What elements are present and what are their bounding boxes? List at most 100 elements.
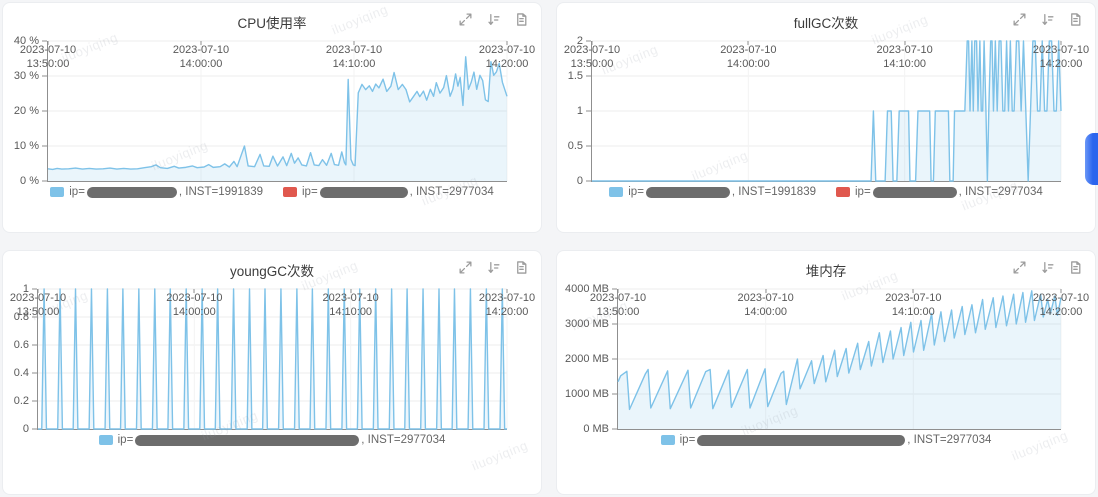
x-axis-tick bbox=[506, 41, 508, 45]
chart-legend: ip= , INST=1991839 ip= , INST=2977034 bbox=[11, 184, 533, 200]
x-axis-label: 2023-07-10 14:10:00 bbox=[885, 292, 942, 318]
y-axis-label: 0.5 bbox=[567, 140, 583, 152]
card-header: CPU使用率 bbox=[11, 9, 533, 35]
y-axis-label: 0 % bbox=[20, 175, 39, 187]
y-axis-tick bbox=[586, 110, 591, 112]
y-axis-label: 3000 MB bbox=[564, 318, 609, 330]
sort-descending-icon[interactable] bbox=[1040, 260, 1055, 275]
y-axis-tick bbox=[586, 40, 591, 42]
x-axis-tick bbox=[353, 41, 355, 45]
legend-swatch bbox=[50, 187, 65, 197]
legend-text-prefix: ip= bbox=[69, 186, 85, 198]
plot-area-younggc[interactable]: 2023-07-10 13:50:00 2023-07-10 14:00:00 2023… bbox=[10, 289, 535, 430]
y-axis-tick bbox=[42, 180, 47, 182]
y-axis-tick bbox=[612, 428, 617, 430]
series-area bbox=[592, 41, 1061, 181]
x-axis-tick bbox=[193, 289, 195, 293]
y-axis: 1 0.8 0.6 0.4 0.2 0 bbox=[11, 283, 37, 435]
chart-legend: ip= , INST=1991839 ip= , INST=2977034 bbox=[565, 184, 1087, 200]
chart-toolbar bbox=[458, 12, 529, 27]
x-axis-tick bbox=[747, 41, 749, 45]
y-axis-label: 1 bbox=[576, 105, 583, 117]
x-axis-tick bbox=[1060, 289, 1062, 293]
chart-card-heap: 堆内存 4000 MB 3000 MB 2000 MB 1000 MB 0 MB 202… bbox=[556, 250, 1096, 495]
document-icon[interactable] bbox=[514, 260, 529, 275]
x-axis: 2023-07-10 13:50:00 2023-07-10 14:00:00 2023… bbox=[20, 41, 535, 73]
y-axis-label: 0 bbox=[576, 175, 583, 187]
y-axis-label: 4000 MB bbox=[564, 283, 609, 295]
sort-descending-icon[interactable] bbox=[1040, 12, 1055, 27]
y-axis-tick bbox=[612, 393, 617, 395]
y-axis-label: 20 % bbox=[13, 105, 39, 117]
y-axis-tick bbox=[42, 75, 47, 77]
y-axis-tick bbox=[612, 358, 617, 360]
plot-area-fullgc[interactable]: 2023-07-10 13:50:00 2023-07-10 14:00:00 2023… bbox=[564, 41, 1089, 182]
legend-text-prefix: ip= bbox=[117, 434, 134, 446]
fullscreen-icon[interactable] bbox=[458, 260, 473, 275]
redaction-scribble bbox=[319, 186, 408, 198]
plot-row: 40 % 30 % 20 % 10 % 0 % 2023-07-10 13:50:00 20… bbox=[11, 35, 535, 187]
y-axis-label: 0.2 bbox=[13, 395, 29, 407]
y-axis-tick bbox=[32, 428, 37, 430]
chart-title: 堆内存 bbox=[805, 264, 847, 279]
legend-text-suffix: , INST=2977034 bbox=[907, 434, 992, 446]
x-axis: 2023-07-10 13:50:00 2023-07-10 14:00:00 2023… bbox=[10, 289, 535, 321]
legend-item[interactable]: ip= , INST=2977034 bbox=[98, 434, 446, 446]
legend-text-suffix: , INST=1991839 bbox=[731, 186, 816, 198]
legend-item[interactable]: ip= , INST=2977034 bbox=[283, 186, 494, 198]
y-axis-label: 0 bbox=[22, 423, 29, 435]
x-axis-label: 2023-07-10 14:00:00 bbox=[172, 44, 230, 70]
y-axis-label: 1 bbox=[22, 283, 29, 295]
document-icon[interactable] bbox=[1068, 260, 1083, 275]
sort-descending-icon[interactable] bbox=[486, 12, 501, 27]
legend-text-prefix: ip= bbox=[679, 434, 696, 446]
legend-item[interactable]: ip= , INST=2977034 bbox=[836, 186, 1043, 198]
y-axis-tick bbox=[42, 40, 47, 42]
y-axis-tick bbox=[32, 400, 37, 402]
document-icon[interactable] bbox=[1068, 12, 1083, 27]
x-axis-tick bbox=[350, 289, 352, 293]
card-header: youngGC次数 bbox=[11, 257, 533, 283]
x-axis-label: 2023-07-10 14:20:00 bbox=[1032, 44, 1090, 70]
chart-legend: ip= , INST=2977034 bbox=[565, 432, 1087, 448]
plot-row: 4000 MB 3000 MB 2000 MB 1000 MB 0 MB 2023-07… bbox=[564, 283, 1089, 435]
y-axis-tick bbox=[586, 75, 591, 77]
sort-descending-icon[interactable] bbox=[486, 260, 501, 275]
y-axis-tick bbox=[32, 344, 37, 346]
fullscreen-icon[interactable] bbox=[458, 12, 473, 27]
x-axis-tick bbox=[591, 41, 593, 45]
fullscreen-icon[interactable] bbox=[1012, 12, 1027, 27]
legend-text-prefix: ip= bbox=[628, 186, 644, 198]
y-axis-label: 40 % bbox=[13, 35, 39, 47]
legend-item[interactable]: ip= , INST=2977034 bbox=[660, 434, 992, 446]
x-axis-label: 2023-07-10 14:00:00 bbox=[737, 292, 794, 318]
chart-legend: ip= , INST=2977034 bbox=[11, 432, 533, 448]
plot-area-heap[interactable]: 2023-07-10 13:50:00 2023-07-10 14:00:00 2023… bbox=[590, 289, 1089, 430]
y-axis-label: 10 % bbox=[13, 140, 39, 152]
legend-text-suffix: , INST=2977034 bbox=[361, 434, 446, 446]
chart-toolbar bbox=[458, 260, 529, 275]
y-axis-tick bbox=[586, 180, 591, 182]
fullscreen-icon[interactable] bbox=[1012, 260, 1027, 275]
plot-area-cpu[interactable]: 2023-07-10 13:50:00 2023-07-10 14:00:00 2023… bbox=[20, 41, 535, 182]
y-axis-tick bbox=[32, 288, 37, 290]
legend-item[interactable]: ip= , INST=1991839 bbox=[609, 186, 816, 198]
x-axis-tick bbox=[904, 41, 906, 45]
y-axis-label: 0.6 bbox=[13, 339, 29, 351]
redaction-scribble bbox=[872, 186, 957, 198]
chart-toolbar bbox=[1012, 260, 1083, 275]
series-line bbox=[48, 57, 507, 170]
x-axis-label: 2023-07-10 14:10:00 bbox=[876, 44, 933, 70]
y-axis-tick bbox=[32, 316, 37, 318]
series-line bbox=[618, 291, 1061, 410]
document-icon[interactable] bbox=[514, 12, 529, 27]
legend-swatch bbox=[283, 187, 297, 197]
legend-text-suffix: , INST=2977034 bbox=[958, 186, 1043, 198]
y-axis-label: 1000 MB bbox=[564, 388, 609, 400]
legend-item[interactable]: ip= , INST=1991839 bbox=[50, 186, 263, 198]
floating-action-button[interactable] bbox=[1085, 133, 1098, 185]
x-axis-label: 2023-07-10 14:20:00 bbox=[478, 44, 536, 70]
redaction-scribble bbox=[86, 186, 177, 198]
legend-swatch-red-hidden bbox=[817, 436, 831, 446]
